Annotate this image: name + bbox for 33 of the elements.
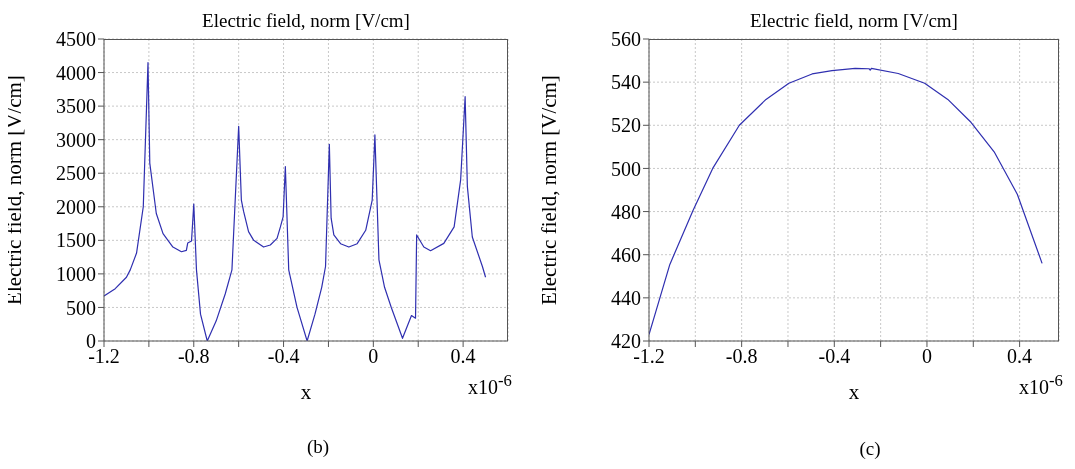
x-tick-label: -0.4	[267, 345, 300, 368]
y-tick-label: 4000	[56, 61, 96, 84]
y-tick-label: 1000	[56, 262, 96, 285]
y-tick-label: 1500	[56, 229, 96, 252]
y-tick-label: 500	[66, 296, 96, 319]
text: x10$^{-6}$	[1019, 371, 1063, 399]
x-tick-label: 0	[921, 345, 932, 368]
x-tick-label: -0.8	[725, 345, 758, 368]
x-tick-label: 0	[368, 345, 379, 368]
y-tick-label: 520	[611, 114, 641, 137]
chart-title: Electric field, norm [V/cm]	[201, 10, 411, 32]
y-tick-label: 460	[611, 243, 641, 266]
x-tick-label: 0.4	[450, 345, 476, 368]
x-axis-title: x	[848, 380, 860, 404]
y-axis-title: Electric field, norm [V/cm]	[537, 75, 562, 305]
x-tick-label: 0.4	[1007, 345, 1033, 368]
y-tick-label: 540	[611, 71, 641, 94]
x-axis-title: x	[300, 380, 312, 404]
x-tick-label: -0.8	[177, 345, 210, 368]
y-tick-label: 3000	[56, 128, 96, 151]
chart-title: Electric field, norm [V/cm]	[749, 10, 959, 32]
y-tick-label: 560	[611, 28, 641, 51]
text: (b)	[305, 436, 331, 458]
y-tick-label: 2500	[56, 162, 96, 185]
text: (c)	[858, 438, 882, 460]
y-tick-label: 2000	[56, 195, 96, 218]
y-tick-label: 500	[611, 157, 641, 180]
y-tick-label: 4500	[56, 28, 96, 51]
y-tick-label: 3500	[56, 95, 96, 118]
y-tick-label: 440	[611, 286, 641, 309]
y-tick-label: 480	[611, 200, 641, 223]
x-tick-label: -0.4	[818, 345, 851, 368]
text: x10$^{-6}$	[468, 371, 512, 399]
